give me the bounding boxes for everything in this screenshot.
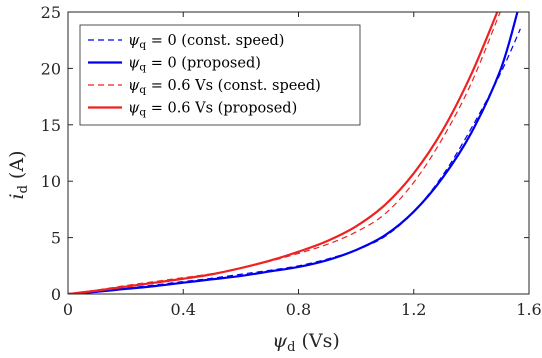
legend-label: ψq = 0 (const. speed)	[128, 33, 284, 51]
legend-label: ψq = 0.6 Vs (proposed)	[128, 101, 297, 119]
y-axis-title: id (A)	[6, 151, 31, 200]
legend-label-subscript: q	[139, 39, 146, 51]
legend-label-symbol: ψ	[128, 33, 140, 49]
x-tick-label: 1.6	[516, 300, 541, 319]
y-tick-label: 15	[41, 116, 61, 135]
series-line-4	[68, 12, 499, 294]
legend-box	[79, 24, 361, 126]
y-tick-label: 5	[51, 229, 61, 248]
x-axis-title: ψd (Vs)	[272, 330, 340, 355]
series-layer	[68, 12, 521, 294]
legend-label-symbol: ψ	[128, 56, 140, 72]
legend-label-symbol: ψ	[128, 101, 140, 117]
legend-label-subscript: q	[139, 62, 146, 74]
legend-label: ψq = 0.6 Vs (const. speed)	[128, 78, 321, 96]
axes-layer: 0 0.4 0.8 1.2 1.6 0 5 10 15 20 25	[41, 3, 542, 319]
y-axis-symbol: i	[6, 193, 28, 199]
legend-label-symbol: ψ	[128, 78, 140, 94]
x-tick-label: 0.4	[171, 300, 196, 319]
x-axis-unit: (Vs)	[301, 330, 339, 352]
y-axis-subscript: d	[16, 185, 31, 193]
legend-label-text: = 0 (proposed)	[146, 56, 261, 72]
x-tick-label: 0	[63, 300, 73, 319]
legend-label-subscript: q	[139, 84, 146, 96]
y-tick-label: 25	[41, 3, 61, 22]
y-tick-label: 20	[41, 59, 61, 78]
y-axis-unit: (A)	[6, 151, 28, 180]
y-tick-label: 10	[41, 172, 61, 191]
legend-label-text: = 0.6 Vs (proposed)	[146, 101, 297, 117]
x-tick-label: 0.8	[286, 300, 311, 319]
legend-label: ψq = 0 (proposed)	[128, 56, 261, 74]
legend: ψq = 0 (const. speed)ψq = 0 (proposed)ψq…	[79, 24, 361, 126]
legend-label-text: = 0.6 Vs (const. speed)	[146, 78, 321, 94]
legend-label-subscript: q	[139, 107, 146, 119]
series-line-2	[68, 12, 519, 294]
legend-label-text: = 0 (const. speed)	[146, 33, 284, 49]
y-tick-label: 0	[51, 285, 61, 304]
x-tick-label: 1.2	[401, 300, 426, 319]
series-line-1	[68, 28, 521, 294]
x-axis-symbol: ψ	[272, 330, 288, 352]
x-axis-subscript: d	[287, 340, 295, 355]
